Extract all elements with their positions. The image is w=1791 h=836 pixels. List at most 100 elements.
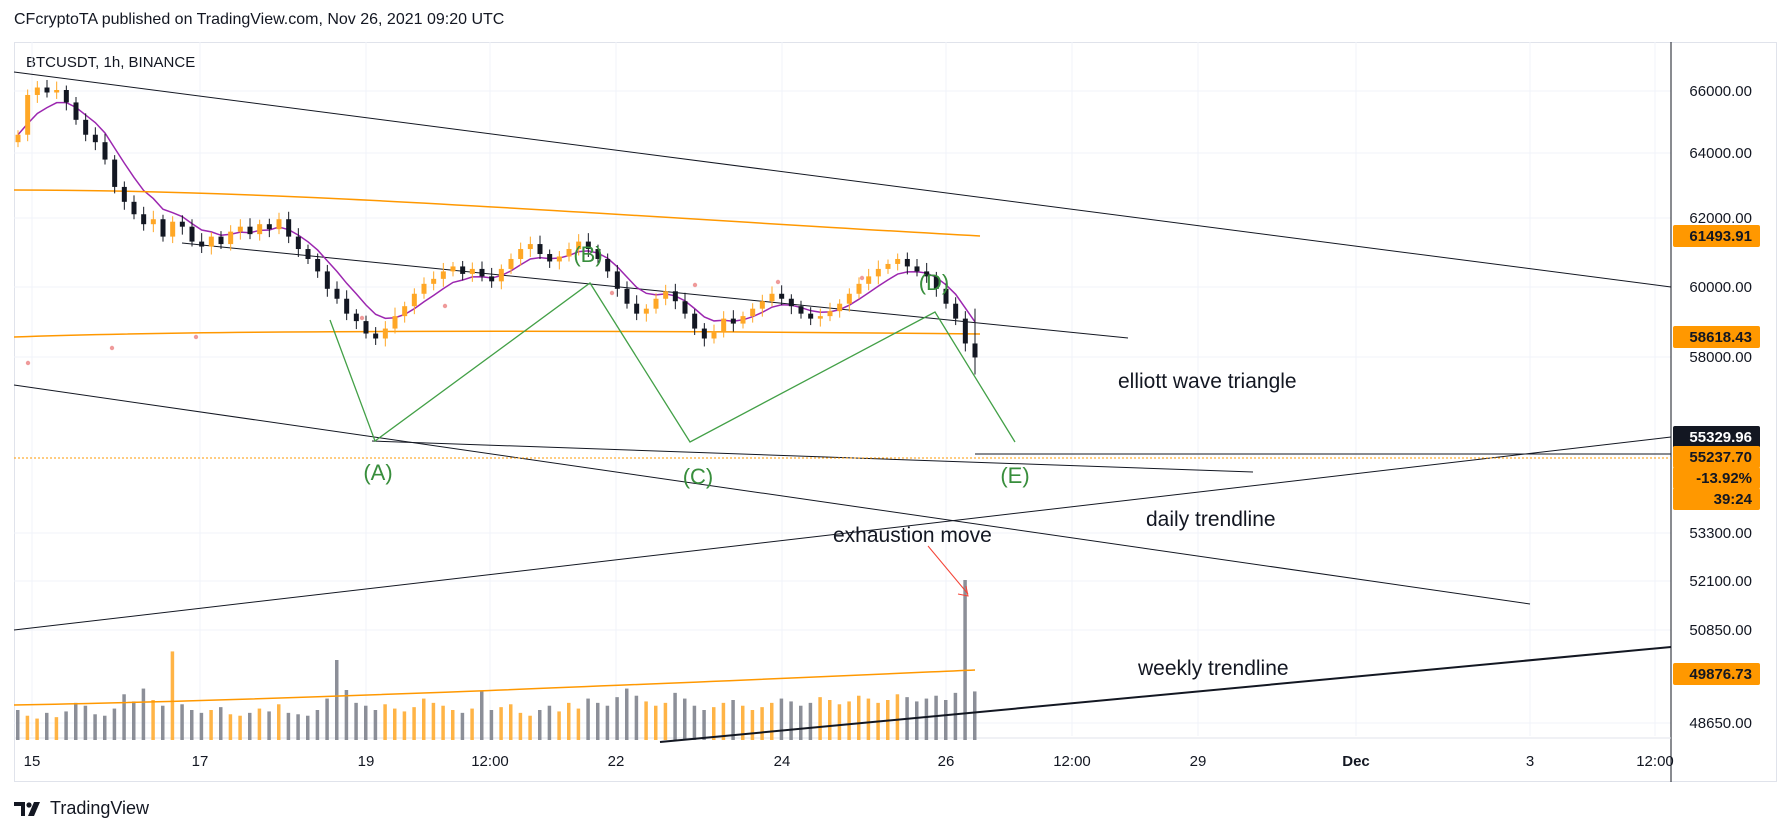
candle-body <box>324 271 330 289</box>
volume-bar <box>547 705 552 740</box>
volume-bar <box>808 702 813 740</box>
candle-body <box>914 266 920 272</box>
volume-bar <box>422 698 426 740</box>
time-tick-label: 12:00 <box>1053 753 1091 770</box>
candle-body <box>83 119 89 135</box>
price-tick-label: 48650.00 <box>1689 715 1752 732</box>
price-tick-label: 62000.00 <box>1689 210 1752 227</box>
wave-label: (B) <box>573 242 602 267</box>
annotation-text: exhaustion move <box>833 524 992 547</box>
footer-brand[interactable]: TradingView <box>14 798 149 819</box>
volume-bar <box>596 702 600 740</box>
volume-bar <box>576 708 581 740</box>
volume-bar <box>441 705 445 740</box>
volume-bar <box>866 698 871 740</box>
price-badge <box>1673 326 1760 348</box>
brand-name: TradingView <box>50 798 150 818</box>
price-axis[interactable]: 66000.00 64000.00 62000.00 60000.00 58000.00… <box>1673 83 1760 732</box>
candle-body <box>160 219 166 237</box>
candle-body <box>373 333 379 339</box>
volume-bar <box>364 705 368 740</box>
candle-body <box>537 244 543 255</box>
candle-body <box>34 87 40 95</box>
volume-bar <box>470 708 474 740</box>
volume-bar <box>373 710 378 740</box>
candle-body <box>334 288 340 299</box>
price-tick-label: 64000.00 <box>1689 145 1752 162</box>
volume-bar <box>567 702 571 740</box>
price-badge <box>1673 225 1760 247</box>
volume-bar <box>915 701 919 740</box>
volume-bar <box>721 702 726 740</box>
candle-body <box>479 268 485 277</box>
candle-body <box>779 293 785 299</box>
candle-body <box>44 87 50 93</box>
volume-bar <box>605 705 610 740</box>
volume-bar <box>770 702 774 740</box>
channel-upper-line <box>13 71 1672 288</box>
price-badge <box>1673 488 1760 510</box>
candle-body <box>25 94 31 135</box>
volume-bars <box>16 580 977 740</box>
indicator-dot <box>692 282 698 288</box>
volume-bar <box>741 705 745 740</box>
volume-bar <box>760 707 764 740</box>
indicator-dot <box>442 303 448 309</box>
candle-body <box>460 266 466 274</box>
volume-bar <box>480 691 484 740</box>
candle-body <box>808 313 814 319</box>
time-tick-label: 12:00 <box>1636 753 1674 770</box>
candle-body <box>614 271 620 289</box>
symbol-legend: BTCUSDT, 1h, BINANCE <box>26 54 196 71</box>
volume-bar <box>296 714 300 740</box>
volume-bar <box>934 695 938 740</box>
volume-bar <box>557 711 561 740</box>
candle-body <box>54 90 60 93</box>
candle-body <box>904 258 910 267</box>
candle-body <box>692 313 698 329</box>
exhaustion-arrowhead <box>957 585 969 597</box>
time-tick-label: 26 <box>938 753 955 770</box>
moving-averages <box>13 101 981 366</box>
volume-bar <box>132 701 136 740</box>
candle-body <box>585 241 591 250</box>
volume-bar <box>402 711 407 740</box>
indicator-dot <box>193 334 199 340</box>
candle-body <box>344 298 350 314</box>
volume-bar <box>509 704 513 740</box>
volume-bar <box>257 708 262 740</box>
candle-body <box>295 236 301 250</box>
price-badge <box>1673 467 1760 489</box>
candle-body <box>498 268 504 282</box>
candle-body <box>286 219 292 237</box>
volume-bar <box>354 702 358 740</box>
indicator-dot <box>25 360 31 366</box>
volume-bar <box>161 705 165 740</box>
volume-bar <box>818 697 822 740</box>
candle-body <box>576 241 582 250</box>
volume-bar <box>538 710 542 740</box>
price-tick-label: 53300.00 <box>1689 525 1752 542</box>
candle-body <box>518 249 524 259</box>
candle-body <box>382 328 388 339</box>
candle-body <box>953 303 959 319</box>
candle-body <box>924 271 930 277</box>
volume-bar <box>325 698 329 740</box>
volume-bar <box>83 705 88 740</box>
candle-body <box>750 308 756 317</box>
price-badge-label: 55329.96 <box>1689 429 1752 446</box>
candle-body <box>63 90 69 103</box>
indicator-dot <box>359 315 365 321</box>
annotation-text: daily trendline <box>1146 508 1276 531</box>
candle-body <box>721 318 727 332</box>
candle-body <box>257 224 263 235</box>
volume-bar <box>209 710 213 740</box>
channel-lower-line <box>13 384 1531 605</box>
candle-body <box>875 268 881 277</box>
volume-bar <box>25 715 30 740</box>
volume-bar <box>35 718 39 740</box>
candle-body <box>895 258 901 264</box>
volume-bar <box>451 710 455 740</box>
time-axis[interactable]: 15 17 19 12:00 22 24 26 12:00 29 Dec 3 12:00 <box>24 753 1674 770</box>
